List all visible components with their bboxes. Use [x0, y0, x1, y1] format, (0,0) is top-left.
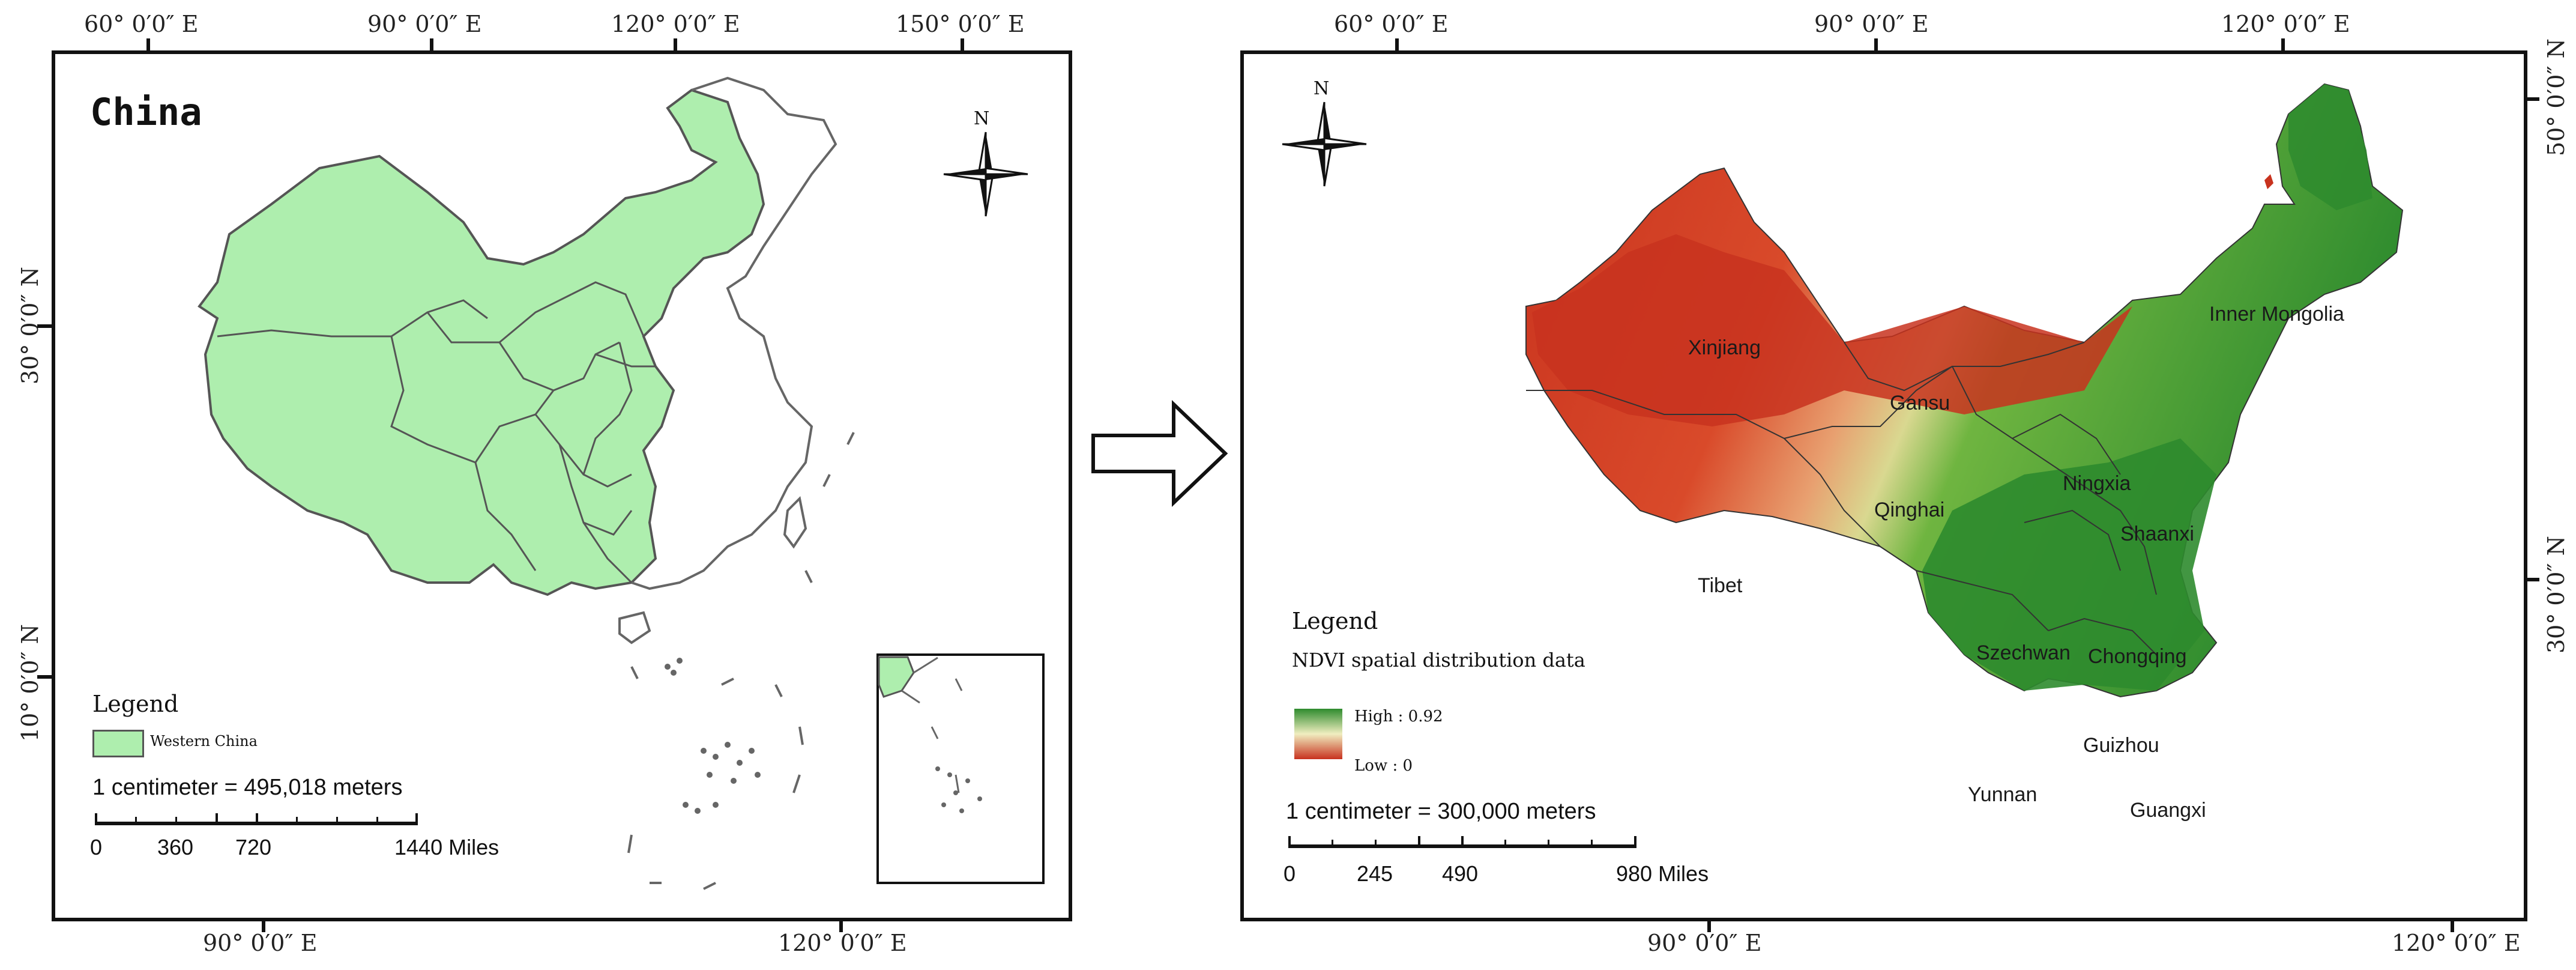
nine-dash-line — [627, 432, 855, 890]
inset-map-box — [876, 653, 1045, 884]
province-borders — [217, 281, 656, 584]
right-top-coord-1: 60° 0′0″ E — [1334, 11, 1449, 37]
left-top-coord-3: 120° 0′0″ E — [611, 11, 740, 37]
hainan-island — [618, 611, 651, 644]
label-xinjiang: Xinjiang — [1688, 336, 1761, 359]
scale-label-2: 720 — [235, 835, 272, 859]
label-gansu: Gansu — [1890, 392, 1950, 414]
ndvi-scale-label-0: 0 — [1283, 861, 1296, 886]
left-map-frame: China N Legend Western China 1 centimete… — [52, 50, 1072, 921]
eastern-china-outline — [631, 76, 837, 590]
north-label: N — [974, 108, 990, 129]
scale-label-3: 1440 Miles — [394, 835, 499, 859]
north-arrow-icon: N — [938, 108, 1034, 228]
left-top-coord-4: 150° 0′0″ E — [896, 11, 1025, 37]
label-guangxi: Guangxi — [2130, 799, 2206, 822]
ndvi-scale-label-3: 980 Miles — [1616, 861, 1709, 886]
ndvi-scale-label-1: 245 — [1357, 861, 1393, 886]
label-guizhou: Guizhou — [2083, 734, 2159, 757]
taiwan-island — [783, 496, 807, 549]
legend-item-label: Western China — [150, 733, 258, 750]
right-top-coord-3: 120° 0′0″ E — [2221, 11, 2350, 37]
right-top-coord-2: 90° 0′0″ E — [1814, 11, 1929, 37]
label-yunnan: Yunnan — [1968, 783, 2038, 806]
ndvi-map-svg — [1294, 83, 2404, 759]
right-bottom-coord-2: 120° 0′0″ E — [2392, 930, 2521, 956]
scale-text: 1 centimeter = 495,018 meters — [92, 775, 403, 800]
south-china-sea-islands — [665, 658, 761, 814]
legend-title: Legend — [92, 691, 179, 717]
north-arrow-icon-right: N — [1276, 78, 1372, 198]
legend-swatch — [92, 730, 144, 757]
right-map-frame: N Xinjiang Gansu Inner Mongolia Ningxia … — [1240, 50, 2527, 921]
ndvi-scale-text: 1 centimeter = 300,000 meters — [1286, 799, 1596, 824]
ndvi-province-borders — [1526, 342, 2157, 655]
ndvi-legend-low: Low : 0 — [1354, 757, 1413, 775]
label-ningxia: Ningxia — [2063, 472, 2131, 495]
scale-label-1: 360 — [157, 835, 194, 859]
label-szechwan: Szechwan — [1976, 641, 2071, 664]
right-arrow-icon — [1091, 399, 1228, 508]
left-top-coord-2: 90° 0′0″ E — [367, 11, 482, 37]
label-qinghai: Qinghai — [1874, 499, 1945, 521]
map-title: China — [90, 90, 202, 134]
ndvi-legend-gradient — [1294, 709, 1342, 759]
label-tibet: Tibet — [1698, 574, 1743, 597]
ndvi-legend-subtitle: NDVI spatial distribution data — [1292, 649, 1585, 671]
china-map-svg — [198, 76, 1045, 890]
left-top-coord-1: 60° 0′0″ E — [84, 11, 199, 37]
label-chongqing: Chongqing — [2088, 645, 2187, 668]
scale-label-0: 0 — [90, 835, 103, 859]
ndvi-scale-label-2: 490 — [1442, 861, 1479, 886]
right-lat-coord-1: 50° 0′0″ N — [2543, 38, 2569, 156]
left-bottom-coord-2: 120° 0′0″ E — [778, 930, 907, 956]
ndvi-legend-title: Legend — [1292, 608, 1378, 634]
right-bottom-coord-1: 90° 0′0″ E — [1647, 930, 1762, 956]
left-lat-coord-2: 10° 0′0″ N — [17, 624, 43, 742]
label-inner-mongolia: Inner Mongolia — [2209, 303, 2344, 326]
right-lat-coord-2: 30° 0′0″ N — [2543, 536, 2569, 653]
label-shaanxi: Shaanxi — [2120, 523, 2194, 545]
ndvi-legend-high: High : 0.92 — [1354, 708, 1443, 726]
left-bottom-coord-1: 90° 0′0″ E — [203, 930, 318, 956]
north-label-right: N — [1314, 78, 1330, 99]
